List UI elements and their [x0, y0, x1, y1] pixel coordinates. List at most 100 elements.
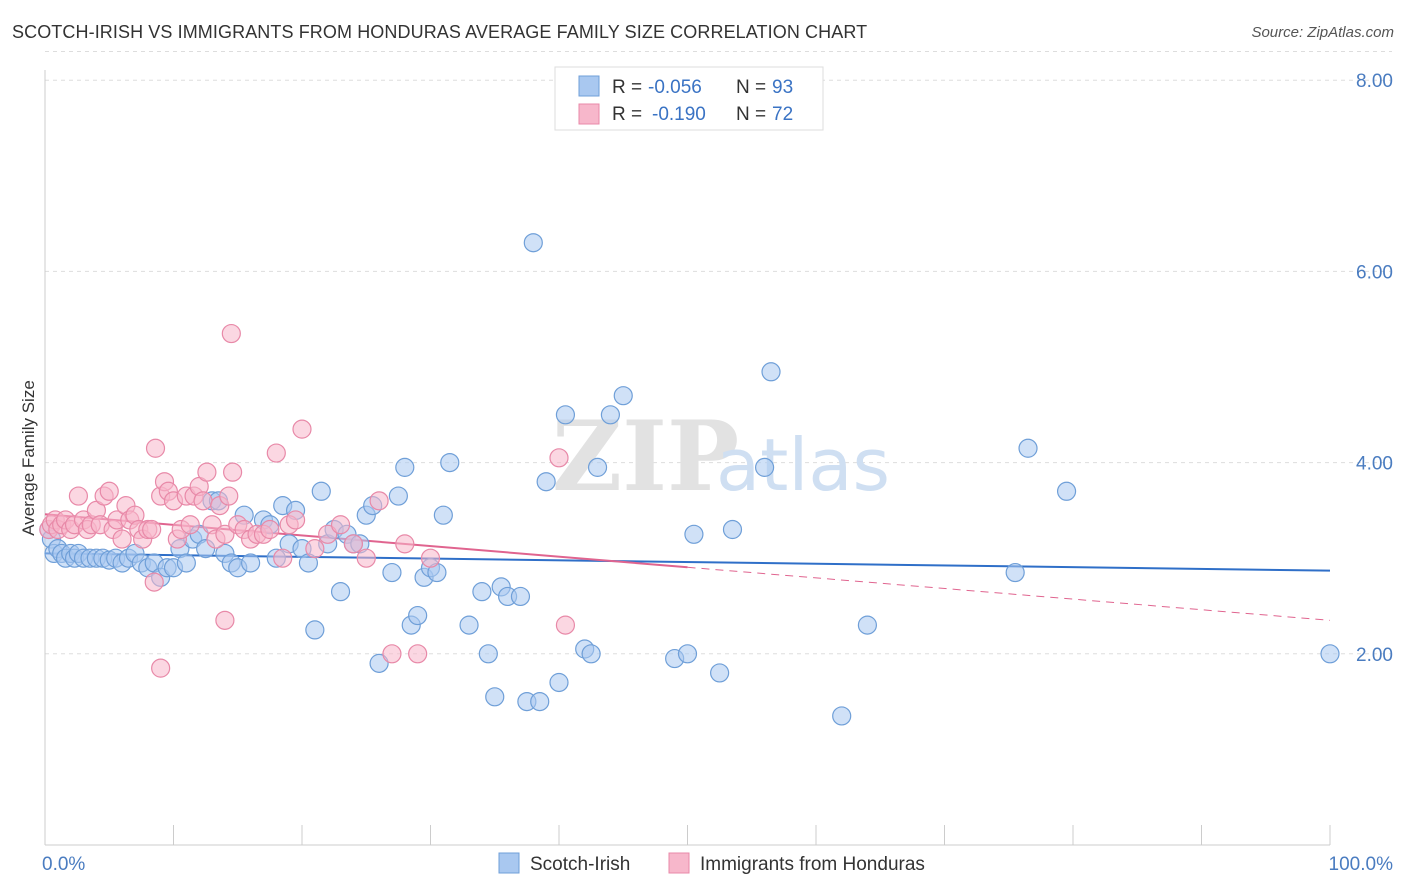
- point-honduras-37: [193, 491, 213, 511]
- point-scotch-irish-85: [684, 524, 704, 544]
- point-honduras-62: [382, 644, 402, 664]
- point-honduras-61: [369, 491, 389, 511]
- point-honduras-58: [330, 515, 351, 535]
- point-scotch-irish-65: [459, 615, 479, 635]
- legend-swatch-pink: [578, 103, 600, 125]
- x-tick-labels: 0.0% 100.0%: [42, 854, 1393, 875]
- legend-n-label-blue: N =: [736, 77, 766, 98]
- point-scotch-irish-59: [408, 605, 428, 626]
- point-scotch-irish-92: [1005, 562, 1025, 583]
- source-label: Source: ZipAtlas.com: [1251, 24, 1394, 41]
- stats-legend: R = -0.056 N = 93 R = -0.190 N = 72: [554, 66, 824, 131]
- series-label-scotch-irish: Scotch-Irish: [530, 854, 630, 875]
- y-axis-label: Average Family Size: [19, 380, 38, 536]
- point-honduras-54: [285, 510, 306, 530]
- point-honduras-51: [266, 443, 286, 463]
- y-tick-label-0: 2.00: [1356, 645, 1393, 666]
- point-scotch-irish-87: [722, 519, 743, 540]
- gridlines: [45, 51, 1392, 655]
- point-honduras-50: [260, 519, 280, 540]
- point-honduras-67: [555, 615, 576, 635]
- x-tick-label-1: 100.0%: [1329, 854, 1394, 875]
- point-honduras-38: [197, 462, 217, 482]
- point-scotch-irish-93: [1018, 438, 1038, 458]
- point-scotch-irish-88: [754, 457, 775, 477]
- point-scotch-irish-82: [613, 386, 633, 406]
- point-honduras-18: [112, 529, 132, 549]
- y-tick-label-2: 6.00: [1356, 262, 1393, 283]
- point-scotch-irish-57: [395, 457, 415, 477]
- point-scotch-irish-48: [330, 582, 351, 602]
- point-scotch-irish-71: [510, 586, 531, 607]
- point-scotch-irish-68: [485, 687, 505, 707]
- point-scotch-irish-55: [382, 562, 402, 583]
- point-scotch-irish-91: [857, 615, 878, 635]
- trend-line-scotch-irish: [44, 552, 1331, 572]
- legend-r-value-blue: -0.056: [648, 77, 702, 98]
- watermark-atlas: atlas: [716, 423, 890, 507]
- point-honduras-26: [145, 438, 166, 458]
- point-honduras-70: [221, 323, 241, 344]
- legend-r-value-pink: -0.190: [652, 104, 706, 125]
- legend-r-label-pink: R =: [612, 104, 642, 125]
- point-scotch-irish-54: [369, 653, 389, 673]
- data-points: [39, 233, 1340, 726]
- chart-title: SCOTCH-IRISH VS IMMIGRANTS FROM HONDURAS…: [12, 22, 868, 42]
- point-honduras-8: [68, 486, 89, 506]
- legend-n-value-pink: 72: [772, 104, 793, 125]
- y-tick-label-1: 4.00: [1356, 454, 1393, 475]
- point-honduras-68: [144, 572, 164, 592]
- point-scotch-irish-95: [1320, 644, 1340, 664]
- x-tick-label-0: 0.0%: [42, 854, 85, 875]
- point-honduras-34: [180, 515, 200, 535]
- series-swatch-scotch-irish: [498, 852, 520, 874]
- legend-n-label-pink: N =: [736, 104, 766, 125]
- point-scotch-irish-63: [433, 505, 453, 525]
- legend-n-value-blue: 93: [772, 77, 793, 98]
- point-scotch-irish-74: [530, 691, 550, 712]
- point-scotch-irish-66: [472, 582, 492, 602]
- point-honduras-65: [420, 548, 441, 568]
- point-honduras-43: [219, 486, 239, 506]
- point-honduras-15: [99, 481, 119, 501]
- point-scotch-irish-67: [478, 644, 498, 664]
- axes: [44, 70, 1331, 846]
- y-tick-labels: 2.00 4.00 6.00 8.00: [1356, 71, 1393, 666]
- stats-legend-box: [554, 66, 824, 131]
- watermark: ZIP atlas: [552, 400, 890, 513]
- point-scotch-irish-25: [176, 553, 196, 573]
- point-scotch-irish-89: [761, 362, 781, 382]
- point-honduras-59: [343, 534, 363, 554]
- legend-swatch-blue: [578, 75, 600, 97]
- point-scotch-irish-86: [710, 663, 730, 683]
- point-scotch-irish-79: [581, 644, 601, 664]
- watermark-zip: ZIP: [552, 400, 739, 513]
- point-honduras-69: [151, 658, 171, 678]
- point-honduras-52: [273, 548, 293, 568]
- point-honduras-66: [549, 448, 569, 468]
- point-scotch-irish-77: [555, 405, 576, 425]
- series-legend: Scotch-Irish Immigrants from Honduras: [498, 852, 925, 875]
- point-honduras-71: [215, 610, 235, 630]
- point-scotch-irish-56: [388, 486, 408, 506]
- point-scotch-irish-76: [549, 672, 569, 693]
- point-scotch-irish-35: [241, 553, 261, 573]
- point-scotch-irish-80: [587, 457, 608, 477]
- point-honduras-60: [356, 548, 376, 568]
- point-honduras-25: [142, 519, 162, 540]
- point-scotch-irish-94: [1056, 481, 1077, 501]
- point-scotch-irish-75: [536, 472, 556, 492]
- y-tick-label-3: 8.00: [1356, 71, 1393, 92]
- point-scotch-irish-45: [311, 481, 331, 501]
- point-honduras-64: [408, 644, 428, 664]
- point-scotch-irish-90: [832, 706, 852, 726]
- point-honduras-42: [215, 524, 235, 544]
- point-scotch-irish-64: [440, 453, 460, 473]
- series-label-honduras: Immigrants from Honduras: [700, 854, 925, 875]
- point-honduras-57: [318, 524, 338, 544]
- point-honduras-44: [223, 462, 243, 482]
- point-honduras-55: [292, 419, 312, 439]
- point-scotch-irish-73: [523, 233, 543, 253]
- point-honduras-56: [305, 539, 325, 559]
- point-honduras-63: [395, 534, 415, 554]
